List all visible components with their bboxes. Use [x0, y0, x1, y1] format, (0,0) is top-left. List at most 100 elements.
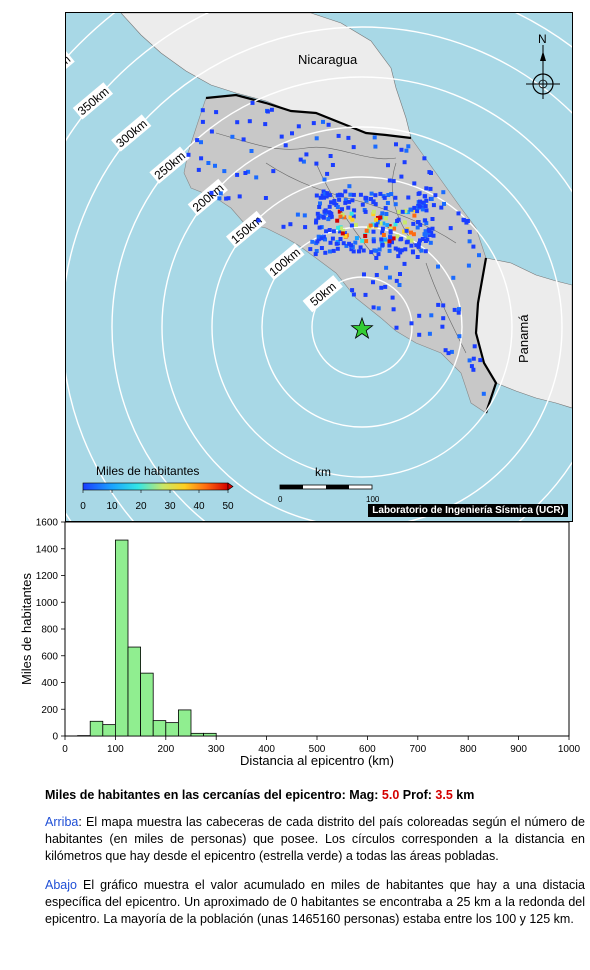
district-point: [304, 152, 309, 157]
y-tick-label: 1200: [36, 571, 59, 582]
district-point: [383, 237, 388, 242]
district-point: [351, 292, 356, 297]
district-point: [416, 220, 420, 225]
district-point: [464, 220, 469, 225]
district-point: [402, 160, 407, 165]
district-point: [449, 349, 454, 354]
district-point: [478, 358, 483, 363]
district-point: [408, 207, 413, 212]
magnitude-value: 5.0: [381, 788, 400, 802]
district-point: [384, 212, 389, 216]
histogram-bar: [152, 720, 167, 737]
district-point: [353, 240, 358, 245]
district-point: [379, 237, 384, 242]
district-point: [325, 171, 330, 176]
caption-prof-prefix: Prof:: [399, 788, 436, 802]
district-point: [387, 275, 392, 280]
district-point: [381, 221, 386, 226]
district-point: [196, 167, 201, 172]
district-point: [363, 209, 368, 214]
district-point: [398, 272, 402, 276]
district-point: [403, 208, 408, 213]
colorbar-title: Miles de habitantes: [96, 464, 199, 478]
district-point: [471, 244, 476, 249]
district-point: [323, 191, 328, 196]
distance-ring: [261, 226, 463, 428]
district-point: [337, 209, 342, 214]
district-point: [400, 209, 405, 214]
district-point: [326, 217, 331, 222]
district-point: [417, 241, 422, 246]
district-point: [390, 295, 395, 300]
district-point: [314, 161, 319, 166]
district-point: [362, 272, 366, 277]
district-point: [415, 255, 420, 259]
district-point: [358, 192, 363, 197]
district-point: [301, 159, 306, 164]
district-point: [378, 221, 383, 226]
district-point: [412, 205, 417, 210]
district-point: [419, 248, 424, 253]
x-tick-label: 900: [510, 744, 527, 755]
district-point: [209, 129, 214, 134]
district-point: [457, 307, 461, 312]
district-point: [314, 136, 319, 141]
district-point: [235, 172, 240, 177]
district-point: [369, 250, 374, 255]
y-tick-label: 0: [52, 732, 58, 743]
district-point: [200, 119, 205, 124]
district-point: [383, 284, 388, 289]
district-point: [394, 278, 399, 283]
district-point: [279, 134, 284, 139]
district-point: [424, 208, 429, 213]
district-point: [446, 351, 451, 356]
district-point: [371, 239, 376, 244]
nicaragua-label: Nicaragua: [298, 52, 358, 67]
district-point: [218, 191, 223, 196]
district-point: [351, 214, 356, 219]
district-point: [319, 236, 324, 241]
district-point: [406, 210, 411, 215]
district-point: [417, 204, 422, 209]
north-arrow-icon: [526, 45, 560, 99]
district-point: [404, 228, 409, 233]
district-point: [348, 192, 353, 197]
district-point: [363, 234, 368, 238]
district-point: [347, 199, 352, 204]
district-point: [340, 231, 345, 236]
district-point: [346, 135, 351, 140]
district-point: [409, 321, 414, 326]
district-point: [237, 194, 242, 199]
district-point: [387, 224, 392, 229]
district-point: [388, 229, 393, 234]
district-point: [373, 144, 378, 149]
district-point: [222, 169, 227, 174]
district-point: [226, 196, 231, 201]
district-point: [440, 324, 445, 329]
district-point: [379, 285, 384, 290]
district-point: [351, 145, 356, 150]
district-point: [310, 239, 315, 244]
district-point: [316, 215, 321, 220]
district-point: [423, 229, 428, 234]
district-point: [341, 228, 346, 233]
district-point: [235, 120, 240, 125]
district-point: [343, 234, 348, 238]
district-point: [195, 138, 200, 143]
district-point: [387, 178, 392, 183]
district-point: [372, 135, 377, 140]
colorbar-tick-label: 30: [164, 501, 176, 512]
district-point: [415, 209, 420, 214]
district-point: [370, 222, 375, 227]
district-point: [443, 348, 448, 353]
colorbar-arrow: [227, 482, 234, 491]
district-point: [224, 196, 229, 201]
district-point: [336, 133, 341, 138]
district-point: [263, 196, 268, 200]
district-point: [371, 200, 376, 205]
district-point: [338, 214, 343, 219]
colorbar-tick-label: 50: [222, 501, 234, 512]
district-point: [397, 283, 402, 287]
district-point: [430, 226, 435, 231]
district-point: [230, 134, 235, 139]
